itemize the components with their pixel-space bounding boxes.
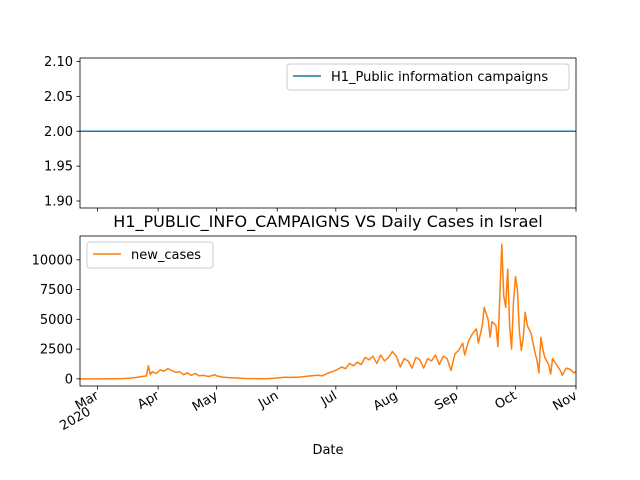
bottom-legend-label: new_cases bbox=[131, 248, 201, 263]
bottom-y-tick-label: 10000 bbox=[32, 253, 73, 268]
bottom-legend-box bbox=[86, 241, 214, 269]
bottom-y-tick-label: 5000 bbox=[40, 313, 73, 328]
top-legend-label: H1_Public information campaigns bbox=[331, 70, 548, 85]
bottom-series-layer bbox=[80, 243, 577, 380]
bottom-y-tick-label: 0 bbox=[65, 372, 73, 387]
top-y-tick-label: 2.00 bbox=[44, 125, 73, 140]
top-y-tick-label: 2.05 bbox=[44, 90, 73, 105]
bottom-legend: new_cases bbox=[86, 241, 214, 269]
bottom-x-tick-label: Jun bbox=[255, 388, 281, 412]
top-y-tick-label: 1.95 bbox=[44, 160, 73, 175]
bottom-axes-frame bbox=[79, 235, 577, 387]
bottom-y-ticks: 0 2500 5000 7500 10000 bbox=[32, 253, 80, 387]
bottom-x-tick-label: May bbox=[190, 388, 221, 415]
chart-title: H1_PUBLIC_INFO_CAMPAIGNS VS Daily Cases … bbox=[113, 212, 542, 232]
top-legend-box bbox=[286, 63, 570, 91]
bottom-x-tick-label: Oct bbox=[492, 388, 519, 412]
top-axes-frame bbox=[79, 57, 577, 209]
new-cases-line bbox=[80, 243, 577, 380]
bottom-x-tick-label: Sep bbox=[432, 388, 461, 413]
top-x-ticks bbox=[97, 208, 577, 212]
bottom-x-tick-label: Jul bbox=[318, 388, 340, 409]
bottom-y-tick-label: 2500 bbox=[40, 343, 73, 358]
bottom-y-tick-label: 7500 bbox=[40, 283, 73, 298]
top-y-ticks: 1.90 1.95 2.00 2.05 2.10 bbox=[44, 55, 80, 210]
top-y-tick-label: 2.10 bbox=[44, 55, 73, 70]
top-y-tick-label: 1.90 bbox=[44, 195, 73, 210]
top-legend: H1_Public information campaigns bbox=[286, 63, 570, 91]
bottom-x-tick-label: Nov bbox=[551, 388, 581, 414]
bottom-x-tick-label: Apr bbox=[135, 388, 163, 413]
bottom-x-tick-sublabel: 2020 bbox=[57, 404, 93, 434]
top-axes: 1.90 1.95 2.00 2.05 2.10 H1_Public informati… bbox=[44, 55, 577, 212]
x-axis-label: Date bbox=[312, 443, 343, 458]
bottom-x-tick-label: Aug bbox=[371, 388, 400, 414]
